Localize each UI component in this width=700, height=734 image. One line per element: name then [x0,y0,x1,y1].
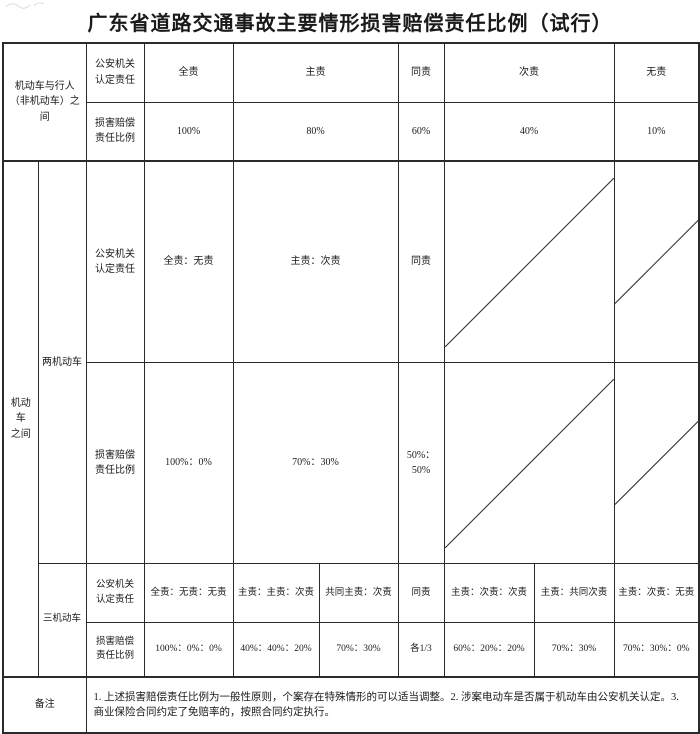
diagonal-cell [613,160,700,363]
ratio-value-cell: 100%：0%：0% [143,622,234,677]
authority-value-cell: 主责：主责：次责 [232,563,320,623]
ratio-value-cell: 60% [397,101,445,162]
ratio-value-cell: 50%：50% [397,362,445,564]
authority-value-cell: 全责：无责：无责 [143,563,234,623]
table-row: 备注 1. 上述损害赔偿责任比例为一般性原则，个案存在特殊情形的可以适当调整。2… [2,675,700,733]
remark-label-cell: 备注 [2,675,87,733]
authority-value-cell: 同责 [397,563,445,623]
ratio-header-cell: 损害赔偿 责任比例 [85,362,145,564]
authority-value-cell: 主责：次责：次责 [443,563,535,623]
remark-text-cell: 1. 上述损害赔偿责任比例为一般性原则，个案存在特殊情形的可以适当调整。2. 涉… [85,675,700,733]
row-label-three-vehicles: 三机动车 [37,563,87,677]
table-row: 机动车与行人 （非机动车）之间 公安机关 认定责任 全责 主责 同责 次责 无责 [2,42,700,162]
ratio-value-cell: 各1/3 [397,622,445,677]
ratio-value-cell: 100% [143,101,234,162]
row-label-pedestrian-section: 机动车与行人 （非机动车）之间 [2,42,87,162]
diagonal-cell [613,362,700,564]
diagonal-cell [443,362,615,564]
authority-value-cell: 主责：次责 [232,160,399,363]
page-title: 广东省道路交通事故主要情形损害赔偿责任比例（试行） [87,13,613,35]
authority-value-cell: 全责：无责 [143,160,234,363]
diagonal-line-icon [615,421,699,505]
table-row: 三机动车 公安机关 认定责任 全责：无责：无责 主责：主责：次责 共同主责：次责… [3,563,700,677]
ratio-value-cell: 40% [443,101,615,162]
authority-value-cell: 主责：次责：无责 [613,563,700,623]
ratio-value-cell: 60%：20%：20% [443,622,535,677]
table-row: 机动车 之间 两机动车 公安机关 认定责任 全责：无责 主责：次责 同责 [2,160,700,677]
authority-value-cell: 全责 [143,42,234,103]
row-label-vehicles-section: 机动车 之间 [2,160,39,677]
ratio-header-cell: 损害赔偿 责任比例 [85,622,145,677]
authority-value-cell: 主责：共同次责 [533,563,615,623]
diagonal-line-icon [445,178,614,347]
authority-value-cell: 同责 [397,42,445,103]
ratio-value-cell: 10% [613,101,700,162]
table-row: 损害赔偿 责任比例 100%：0%：0% 40%：40%：20% 70%：30%… [3,622,700,677]
table-row: 损害赔偿 责任比例 100% 80% 60% 40% 10% [3,101,700,162]
authority-value-cell: 次责 [443,42,615,103]
ratio-value-cell: 70%：30% [533,622,615,677]
ratio-value-cell: 100%：0% [143,362,234,564]
row-label-two-vehicles: 两机动车 [37,160,87,564]
ratio-value-cell: 70%：30% [318,622,399,677]
ratio-header-cell: 损害赔偿 责任比例 [85,101,145,162]
diagonal-line-icon [445,379,614,548]
scan-artifact-icon [5,2,45,9]
ratio-value-cell: 70%：30%：0% [613,622,700,677]
authority-header-cell: 公安机关 认定责任 [85,160,145,363]
authority-value-cell: 同责 [397,160,445,363]
authority-value-cell: 主责 [232,42,399,103]
diagonal-cell [443,160,615,363]
ratio-value-cell: 40%：40%：20% [232,622,320,677]
ratio-value-cell: 80% [232,101,399,162]
authority-value-cell: 共同主责：次责 [318,563,399,623]
authority-value-cell: 无责 [613,42,700,103]
table-row: 损害赔偿 责任比例 100%：0% 70%：30% 50%：50% [3,362,700,564]
diagonal-line-icon [615,220,699,304]
authority-header-cell: 公安机关 认定责任 [85,42,145,103]
liability-ratio-table: 机动车与行人 （非机动车）之间 公安机关 认定责任 全责 主责 同责 次责 无责… [2,42,700,734]
authority-header-cell: 公安机关 认定责任 [85,563,145,623]
ratio-value-cell: 70%：30% [232,362,399,564]
